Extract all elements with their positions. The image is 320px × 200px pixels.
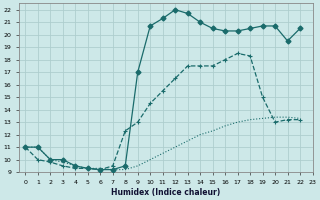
X-axis label: Humidex (Indice chaleur): Humidex (Indice chaleur) bbox=[111, 188, 220, 197]
